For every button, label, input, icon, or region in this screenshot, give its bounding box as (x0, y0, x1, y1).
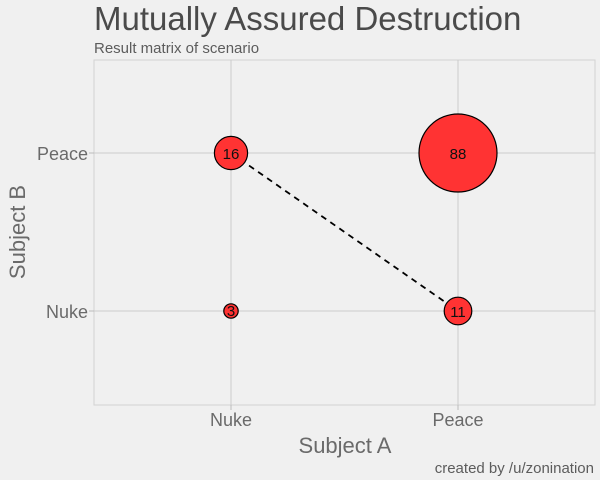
bubble-label: 3 (227, 303, 235, 320)
x-tick-label-peace: Peace (432, 410, 483, 430)
bubble-peace-nuke: 11 (443, 296, 473, 326)
bubble-nuke-nuke: 3 (223, 303, 239, 320)
chart-title: Mutually Assured Destruction (94, 0, 521, 37)
bubble-nuke-peace: 16 (213, 135, 249, 171)
x-tick-label-nuke: Nuke (210, 410, 252, 430)
plot-panel (93, 59, 596, 406)
dashed-connector-line (230, 152, 459, 312)
chart-caption: created by /u/zonination (435, 460, 594, 477)
bubble-label: 11 (450, 304, 466, 321)
x-axis-title: Subject A (299, 433, 392, 458)
bubble-label: 16 (223, 146, 240, 163)
y-axis-title: Subject B (5, 185, 30, 279)
chart-subtitle: Result matrix of scenario (94, 40, 259, 57)
bubble-circle (223, 303, 239, 319)
bubble-label: 88 (450, 146, 467, 163)
bubble-peace-peace: 88 (418, 113, 498, 193)
bubble-circle (213, 135, 249, 171)
bubble-circle (443, 296, 473, 326)
y-tick-label-peace: Peace (37, 144, 88, 164)
bubble-circle (418, 113, 498, 193)
y-tick-label-nuke: Nuke (46, 302, 88, 322)
